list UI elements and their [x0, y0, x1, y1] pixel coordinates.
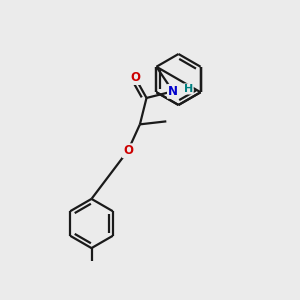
Text: O: O: [123, 144, 133, 157]
Text: O: O: [130, 71, 140, 84]
Text: H: H: [184, 84, 193, 94]
Text: N: N: [168, 85, 178, 98]
